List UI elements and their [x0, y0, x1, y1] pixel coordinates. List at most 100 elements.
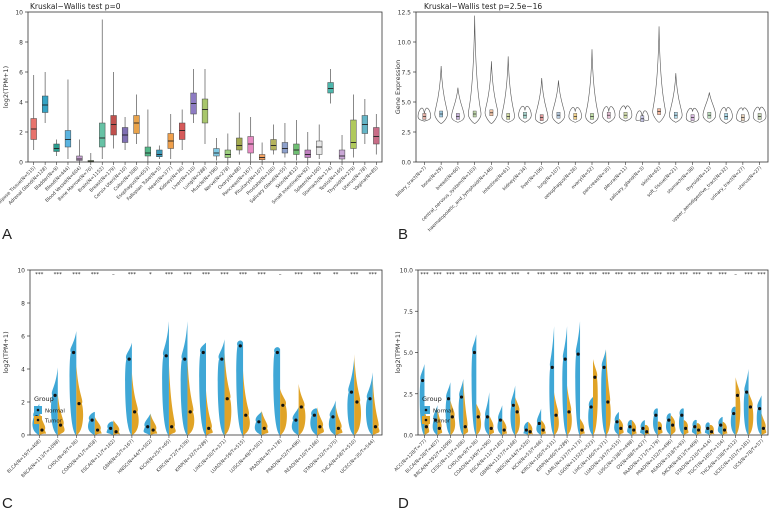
d-ytick-label: 2.5 [403, 391, 413, 398]
b-ytick-label: 7.5 [401, 70, 411, 77]
c-xtick-label: KICH(N=25/T=65) [139, 438, 173, 472]
d-violin-normal [484, 392, 490, 435]
d-ytick-label: 5.0 [403, 350, 413, 357]
c-xtick-label: ESCA(N=11/T=162) [80, 438, 117, 475]
c-violin-tumor [298, 383, 306, 435]
c-legend-dot [36, 408, 40, 412]
c-significance: *** [165, 272, 174, 278]
d-median-normal [602, 365, 606, 369]
d-violin-tumor [463, 380, 469, 435]
c-median-normal [201, 350, 205, 355]
d-significance: *** [511, 272, 520, 278]
c-median-normal [275, 350, 279, 355]
d-median-normal [498, 418, 502, 422]
c-median-tumor [95, 428, 100, 432]
c-significance: * [149, 272, 152, 278]
c-median-tumor [299, 405, 303, 409]
d-median-tumor [761, 426, 766, 430]
a-box [213, 148, 220, 157]
d-median-tumor [645, 430, 649, 434]
c-violin-tumor [187, 359, 195, 435]
d-ytick-label: 10.0 [400, 268, 414, 275]
d-median-tumor [424, 425, 428, 429]
c-violin-normal [217, 339, 225, 435]
d-violin-tumor [722, 421, 728, 435]
c-median-normal [331, 415, 335, 419]
c-violin-tumor [131, 372, 139, 435]
d-significance: * [527, 272, 530, 278]
d-significance: *** [641, 272, 650, 278]
b-violin [451, 87, 465, 123]
d-violin-tumor [489, 415, 495, 435]
c-median-tumor [318, 425, 322, 429]
d-median-tumor [437, 426, 441, 430]
panel-label-c: C [2, 495, 13, 512]
panel-c: 0 2 4 6 8 10 log2(TPM+1) *** *** *** *** – *** * *** **… [0, 256, 388, 513]
d-significance: *** [446, 272, 455, 278]
c-significance: *** [369, 272, 378, 278]
c-median-normal [368, 397, 372, 401]
d-median-normal [472, 350, 477, 355]
d-median-normal [706, 426, 710, 430]
d-median-normal [680, 413, 684, 417]
a-box [373, 127, 380, 145]
d-significance: *** [654, 272, 663, 278]
d-median-normal [524, 428, 528, 432]
d-median-tumor [658, 426, 662, 430]
b-ytick-label: 0.0 [401, 160, 411, 167]
d-violin-normal [549, 326, 555, 435]
d-ytick-label: 7.5 [403, 309, 413, 316]
c-xtick-label: COAD(N=41/T=458) [61, 438, 99, 476]
b-xtick-label: intestine(N=61) [481, 165, 511, 195]
b-violin [669, 73, 683, 123]
a-box [281, 142, 289, 154]
d-significance: *** [719, 272, 728, 278]
b-violin [551, 80, 566, 124]
c-xtick-label: CHOL(N=9/T=36) [47, 438, 80, 471]
chart-svg: Kruskal−Wallis test p=2.5e−16 0.0 2.5 5.0 7.… [394, 2, 769, 233]
d-legend-dot [424, 418, 428, 422]
d-violin-normal [523, 421, 529, 435]
d-significance: *** [485, 272, 494, 278]
d-median-normal [459, 395, 464, 399]
d-median-normal [693, 425, 697, 429]
d-median-tumor [554, 413, 558, 417]
c-median-normal [109, 426, 113, 430]
a-box [270, 139, 277, 151]
d-median-normal [433, 418, 438, 422]
c-median-tumor [77, 402, 81, 406]
c-median-tumor [244, 413, 248, 417]
c-violin-tumor [206, 390, 213, 435]
c-median-normal [349, 390, 354, 394]
d-median-tumor [541, 428, 545, 432]
d-median-normal [654, 413, 658, 417]
b-violin [501, 56, 515, 123]
c-significance: *** [202, 272, 211, 278]
c-median-normal [257, 420, 261, 424]
c-ytick-label: 10 [17, 268, 25, 275]
d-violin-tumor [605, 349, 611, 435]
d-median-normal [511, 403, 515, 407]
c-xtick-label: PAAD(N=4/T=178) [249, 438, 284, 473]
c-median-normal [312, 413, 317, 417]
c-ytick-label: 2 [21, 400, 25, 407]
d-legend-title: Group [422, 395, 442, 403]
d-significance: *** [680, 272, 689, 278]
b-xtick-label: soft_tissue(N=21) [646, 165, 679, 198]
d-median-tumor [567, 410, 571, 414]
d-violin-normal [562, 326, 568, 435]
b-xtick-label: biliary_tract(N=7) [394, 165, 427, 198]
c-ytick-label: 6 [21, 334, 25, 341]
c-significance: *** [220, 272, 229, 278]
d-violin-normal [666, 413, 671, 435]
c-significance: – [112, 272, 115, 278]
b-xtick-label: pancreas(N=35) [581, 165, 612, 196]
d-median-tumor [528, 430, 532, 434]
d-violin-normal [445, 382, 451, 435]
d-median-tumor [619, 426, 623, 430]
d-median-normal [576, 352, 580, 356]
a-ytick-label: 8 [19, 40, 23, 47]
c-xtick-label: BLCA(N=19/T=408) [6, 438, 43, 475]
a-box [224, 149, 231, 158]
c-xtick-label: STAD(N=32/T=375) [303, 438, 340, 475]
